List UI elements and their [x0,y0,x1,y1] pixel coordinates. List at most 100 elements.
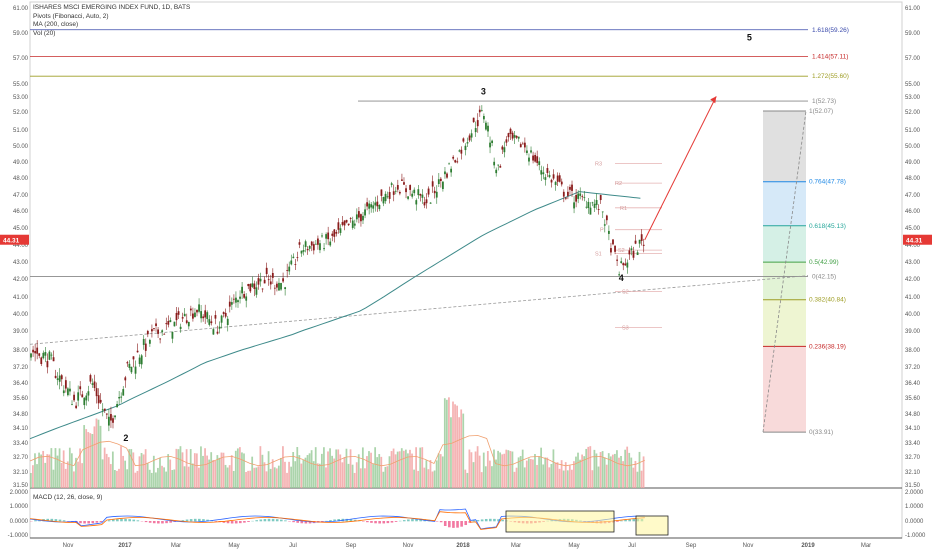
volume-bar [140,452,143,488]
volume-bar [425,460,428,488]
candle-body [433,190,436,194]
macd-highlight-box [635,515,669,536]
volume-bar [175,448,178,488]
candle-body [523,142,526,148]
volume-bar [87,432,90,488]
candle-body [67,388,69,396]
volume-bar [224,464,227,488]
candle-body [280,283,282,290]
candle-body [97,395,100,404]
macd-histogram-bar [91,521,95,524]
candle-body [497,164,500,166]
candle-body [616,259,618,261]
candle-body [218,326,221,329]
candle-body [271,272,274,278]
volume-bar [372,464,374,488]
candle-body [581,196,584,198]
candle-body [46,361,49,368]
macd-tick-right: -1.0000 [905,533,926,539]
candle-body [177,311,180,315]
candle-body [189,308,192,311]
candle-body [501,146,504,150]
volume-bar [339,454,342,488]
volume-bar [169,459,172,488]
volume-bar [40,454,42,488]
macd-histogram-bar [407,519,410,522]
candle-body [466,142,469,144]
macd-tick-left: 0.0000 [10,519,29,525]
y-tick-label-right: 38.00 [905,348,921,354]
y-tick-label-left: 51.00 [13,128,29,134]
pivot-label: R3 [595,162,602,168]
y-tick-label-left: 32.10 [13,470,29,476]
macd-histogram-bar [443,521,447,526]
candle-body [591,202,594,204]
candle-body [489,142,491,148]
macd-histogram-bar [34,520,37,522]
volume-bar [292,452,295,488]
volume-bar [128,449,131,488]
candle-body [478,109,481,113]
candle-body [153,328,155,329]
volume-bar [509,450,512,488]
macd-histogram-bar [128,519,131,522]
candle-body [558,175,561,182]
candle-body [251,283,254,287]
macd-histogram-bar [439,521,443,523]
volume-bar [138,456,141,488]
volume-bar [171,470,174,488]
candle-body [562,191,565,197]
volume-bar [390,451,393,488]
macd-histogram-bar [378,521,381,524]
volume-bar [89,433,92,488]
volume-bar [214,460,217,488]
macd-histogram-bar [382,521,386,524]
candle-body [130,366,133,373]
macd-tick-left: 2.0000 [10,490,29,496]
volume-bar [310,450,313,488]
y-tick-label-left: 34.10 [13,426,29,432]
volume-bar [501,454,504,488]
volume-bar [495,459,497,488]
candle-body [437,179,440,185]
volume-bar [261,454,264,488]
macd-histogram-bar [193,518,197,522]
candle-body [73,394,75,401]
candle-body [40,357,43,365]
macd-histogram-bar [292,521,295,523]
fib-zone [763,225,806,263]
volume-bar [202,455,204,488]
macd-histogram-bar [616,521,619,522]
candle-body [493,161,496,166]
candle-body [212,329,215,335]
macd-tick-left: 1.0000 [10,504,29,510]
volume-bar [304,457,307,488]
volume-bar [450,417,452,488]
candle-body [610,248,612,253]
candle-body [507,133,510,138]
candle-body [487,125,489,132]
volume-bar [611,454,614,488]
macd-histogram-bar [411,519,414,522]
y-tick-label-right: 35.60 [905,396,921,402]
macd-histogram-bar [419,518,422,522]
candle-body [499,166,502,168]
volume-bar [570,469,573,488]
volume-bar [361,447,364,488]
volume-bar [378,454,381,488]
legend-pivots: Pivots (Fibonacci, Auto, 2) [33,12,109,20]
candle-body [439,178,442,181]
y-tick-label-right: 33.40 [905,441,921,447]
candle-body [69,388,71,392]
volume-bar [484,466,487,488]
y-tick-label-right: 37.20 [905,365,921,371]
fib-zone [763,110,806,182]
macd-histogram-bar [493,518,496,522]
arrow-head [710,96,717,104]
candle-body [308,245,311,249]
volume-bar [60,462,63,488]
candle-body [476,120,479,127]
pivot-label: R1 [620,206,627,212]
volume-bar [73,471,75,488]
